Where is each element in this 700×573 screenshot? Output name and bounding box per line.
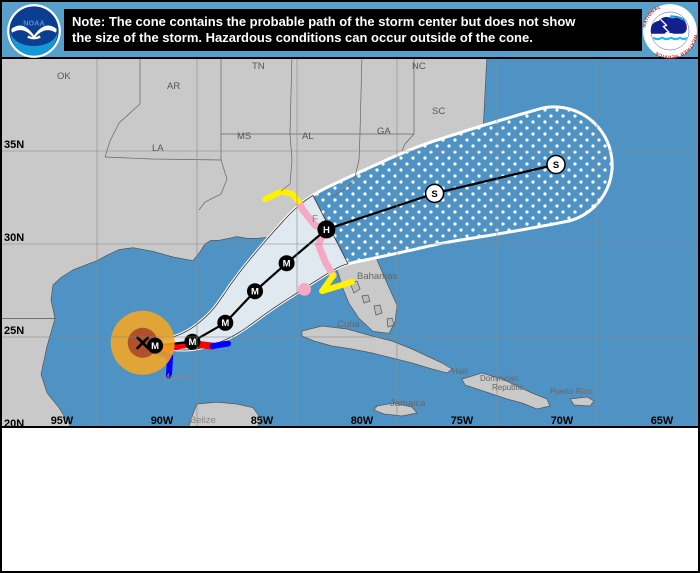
svg-text:M: M: [251, 286, 259, 297]
svg-text:Republic: Republic: [492, 383, 523, 392]
svg-text:TN: TN: [252, 61, 265, 72]
svg-text:H: H: [323, 225, 330, 236]
svg-text:Dominican: Dominican: [480, 374, 518, 383]
svg-text:65W: 65W: [651, 415, 674, 426]
svg-text:GA: GA: [377, 126, 391, 137]
svg-text:75W: 75W: [451, 415, 474, 426]
svg-text:Haiti: Haiti: [452, 367, 468, 376]
svg-text:Puerto Rico: Puerto Rico: [550, 387, 592, 396]
svg-text:M: M: [283, 258, 291, 269]
svg-text:20N: 20N: [4, 418, 24, 426]
svg-text:LA: LA: [152, 143, 164, 154]
svg-text:Mexico: Mexico: [162, 372, 192, 383]
svg-text:MS: MS: [237, 131, 251, 142]
svg-text:Jamaica: Jamaica: [390, 398, 426, 409]
svg-text:30N: 30N: [4, 232, 24, 244]
svg-text:SC: SC: [432, 106, 445, 117]
svg-text:95W: 95W: [51, 415, 74, 426]
svg-text:NC: NC: [412, 61, 426, 72]
svg-text:M: M: [188, 337, 196, 348]
svg-text:70W: 70W: [551, 415, 574, 426]
svg-text:Belize: Belize: [190, 415, 216, 426]
svg-text:S: S: [553, 160, 559, 171]
svg-text:F: F: [312, 214, 318, 225]
svg-text:M: M: [151, 341, 159, 352]
svg-text:35N: 35N: [4, 139, 24, 151]
svg-text:90W: 90W: [151, 415, 174, 426]
svg-text:Cuba: Cuba: [337, 319, 360, 330]
svg-text:85W: 85W: [251, 415, 274, 426]
svg-text:NOAA: NOAA: [23, 18, 45, 27]
svg-text:25N: 25N: [4, 325, 24, 337]
svg-text:AL: AL: [302, 131, 314, 142]
svg-text:AR: AR: [167, 81, 180, 92]
svg-text:Bahamas: Bahamas: [357, 271, 397, 282]
svg-text:M: M: [221, 318, 229, 329]
svg-text:80W: 80W: [351, 415, 374, 426]
svg-text:S: S: [431, 189, 437, 200]
svg-text:OK: OK: [57, 71, 71, 82]
